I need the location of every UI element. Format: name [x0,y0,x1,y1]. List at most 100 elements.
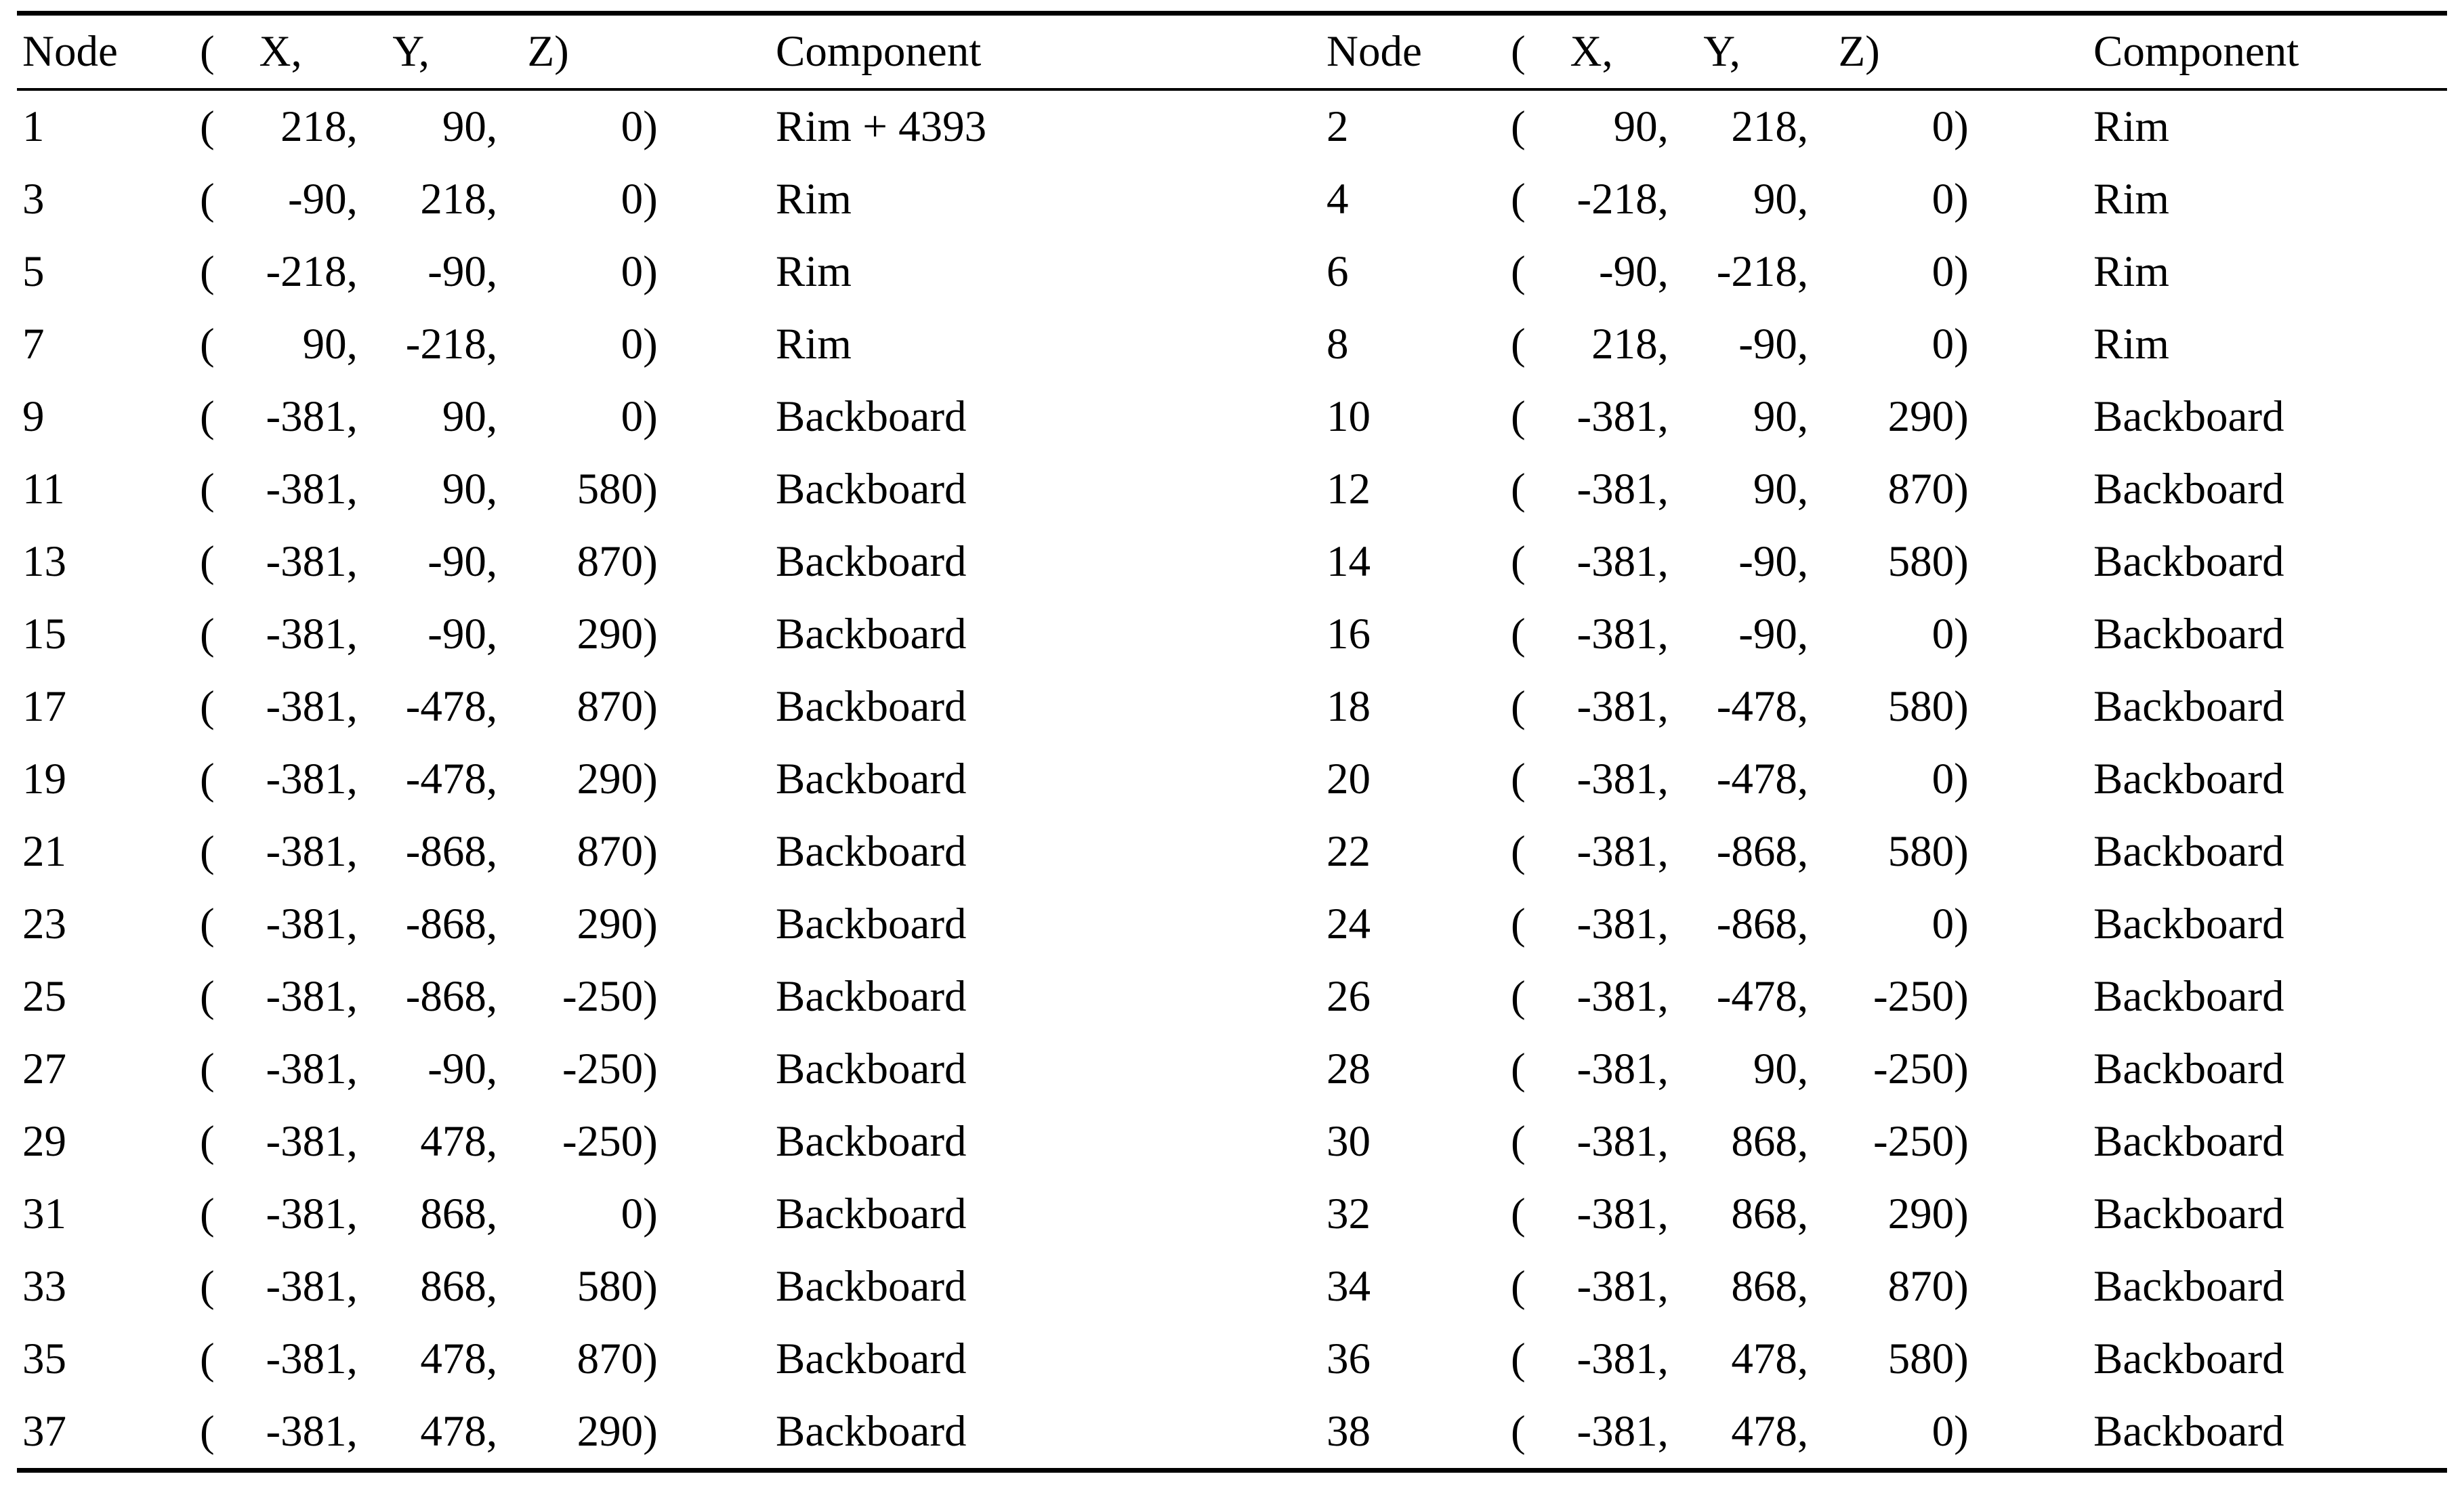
comma-text: , [1657,1190,1669,1238]
component-cell: Rim [776,320,852,369]
comma-text: , [346,537,358,586]
y-value: 90 [442,392,486,441]
comma-text: , [1797,610,1809,658]
close-paren-text: ) [1954,320,1969,369]
component-cell: Backboard [2093,1262,2284,1311]
y-value: 868 [420,1262,486,1311]
node-id-cell: 33 [22,1262,66,1311]
open-paren-text: ( [1511,27,1526,76]
open-paren-text: ( [1511,465,1526,513]
table-row: 17 (-381, -478, 870) Backboard 18 (-381, -4… [17,671,2447,743]
coordinate-cell: (-381, -868, 290) [200,888,769,961]
x-value: -381 [266,1045,347,1093]
close-paren-text: ) [643,320,658,369]
close-paren-text: ) [643,392,658,441]
open-paren-text: ( [1511,1335,1526,1383]
component-cell: Backboard [776,537,967,586]
x-value: -381 [1576,827,1658,876]
header-x-label: X, [1570,27,1613,76]
close-paren-text: ) [1954,465,1969,513]
coordinate-cell: (-381, -90, 290) [200,598,769,671]
node-id-cell: 32 [1327,1190,1371,1238]
open-paren-text: ( [1511,1407,1526,1456]
table-row: 33 (-381, 868, 580) Backboard 34 (-381, 868… [17,1251,2447,1323]
x-value: -381 [266,827,347,876]
y-value: -90 [427,610,486,658]
y-value: -90 [1738,610,1797,658]
y-value: 478 [1731,1407,1797,1456]
node-id-cell: 22 [1327,827,1371,876]
node-id-cell: 14 [1327,537,1371,586]
z-value: 290 [577,610,644,658]
open-paren-text: ( [200,1335,215,1383]
header-coordinates-right: (X, Y, Z) [1511,14,2087,90]
comma-text: , [486,755,498,803]
y-value: 478 [420,1117,486,1166]
coordinate-cell: (-381, 90, 870) [1511,453,2087,526]
coordinate-cell: (-381, 868, 290) [1511,1178,2087,1251]
node-id-cell: 3 [22,175,45,224]
header-x-label: X, [259,27,302,76]
comma-text: , [1797,1190,1809,1238]
open-paren-text: ( [1511,610,1526,658]
node-id-cell: 9 [22,392,45,441]
x-value: -381 [1576,900,1658,948]
comma-text: , [1797,247,1809,296]
close-paren-text: ) [1954,1335,1969,1383]
node-id-cell: 36 [1327,1335,1371,1383]
comma-text: , [486,537,498,586]
coordinate-cell: (-381, 868, -250) [1511,1106,2087,1178]
header-node-left: Node [22,27,118,76]
header-y-label: Y, [1703,27,1741,76]
x-value: -381 [1576,537,1658,586]
coordinate-cell: (-381, 90, 290) [1511,381,2087,453]
y-value: -868 [1716,827,1797,876]
component-cell: Backboard [776,465,967,513]
node-id-cell: 23 [22,900,66,948]
x-value: -381 [266,465,347,513]
z-value: -250 [562,972,644,1021]
comma-text: , [1797,900,1809,948]
open-paren-text: ( [200,247,215,296]
comma-text: , [486,102,498,151]
close-paren-text: ) [643,1407,658,1456]
coordinate-cell: (-90, -218, 0) [1511,236,2087,308]
component-cell: Backboard [2093,900,2284,948]
open-paren-text: ( [200,465,215,513]
comma-text: , [1657,1117,1669,1166]
comma-text: , [486,247,498,296]
comma-text: , [1797,1117,1809,1166]
node-id-cell: 7 [22,320,45,369]
z-value: 0 [1931,102,1955,151]
y-value: -218 [405,320,486,369]
open-paren-text: ( [1511,755,1526,803]
node-id-cell: 17 [22,682,66,731]
z-value: -250 [1873,1045,1955,1093]
open-paren-text: ( [200,1190,215,1238]
comma-text: , [1657,392,1669,441]
coordinate-cell: (-381, 90, 0) [200,381,769,453]
coordinate-cell: (90, 218, 0) [1511,89,2087,163]
coordinate-cell: (-381, 868, 580) [200,1251,769,1323]
table-row: 15 (-381, -90, 290) Backboard 16 (-381, -90… [17,598,2447,671]
open-paren-text: ( [200,27,215,76]
component-cell: Rim [2093,102,2169,151]
y-value: -90 [1738,320,1797,369]
z-value: 0 [1931,247,1955,296]
component-cell: Backboard [776,972,967,1021]
x-value: -381 [1576,972,1658,1021]
z-value: 580 [1887,537,1955,586]
comma-text: , [486,1190,498,1238]
close-paren-text: ) [643,102,658,151]
comma-text: , [486,972,498,1021]
x-value: -218 [266,247,347,296]
x-value: -381 [1576,1335,1658,1383]
x-value: -381 [266,610,347,658]
table-row: 7 (90, -218, 0) Rim 8 (218, -90, 0) Rim [17,308,2447,381]
x-value: -381 [266,972,347,1021]
comma-text: , [346,247,358,296]
comma-text: , [486,392,498,441]
node-id-cell: 16 [1327,610,1371,658]
coordinate-cell: (218, 90, 0) [200,89,769,163]
